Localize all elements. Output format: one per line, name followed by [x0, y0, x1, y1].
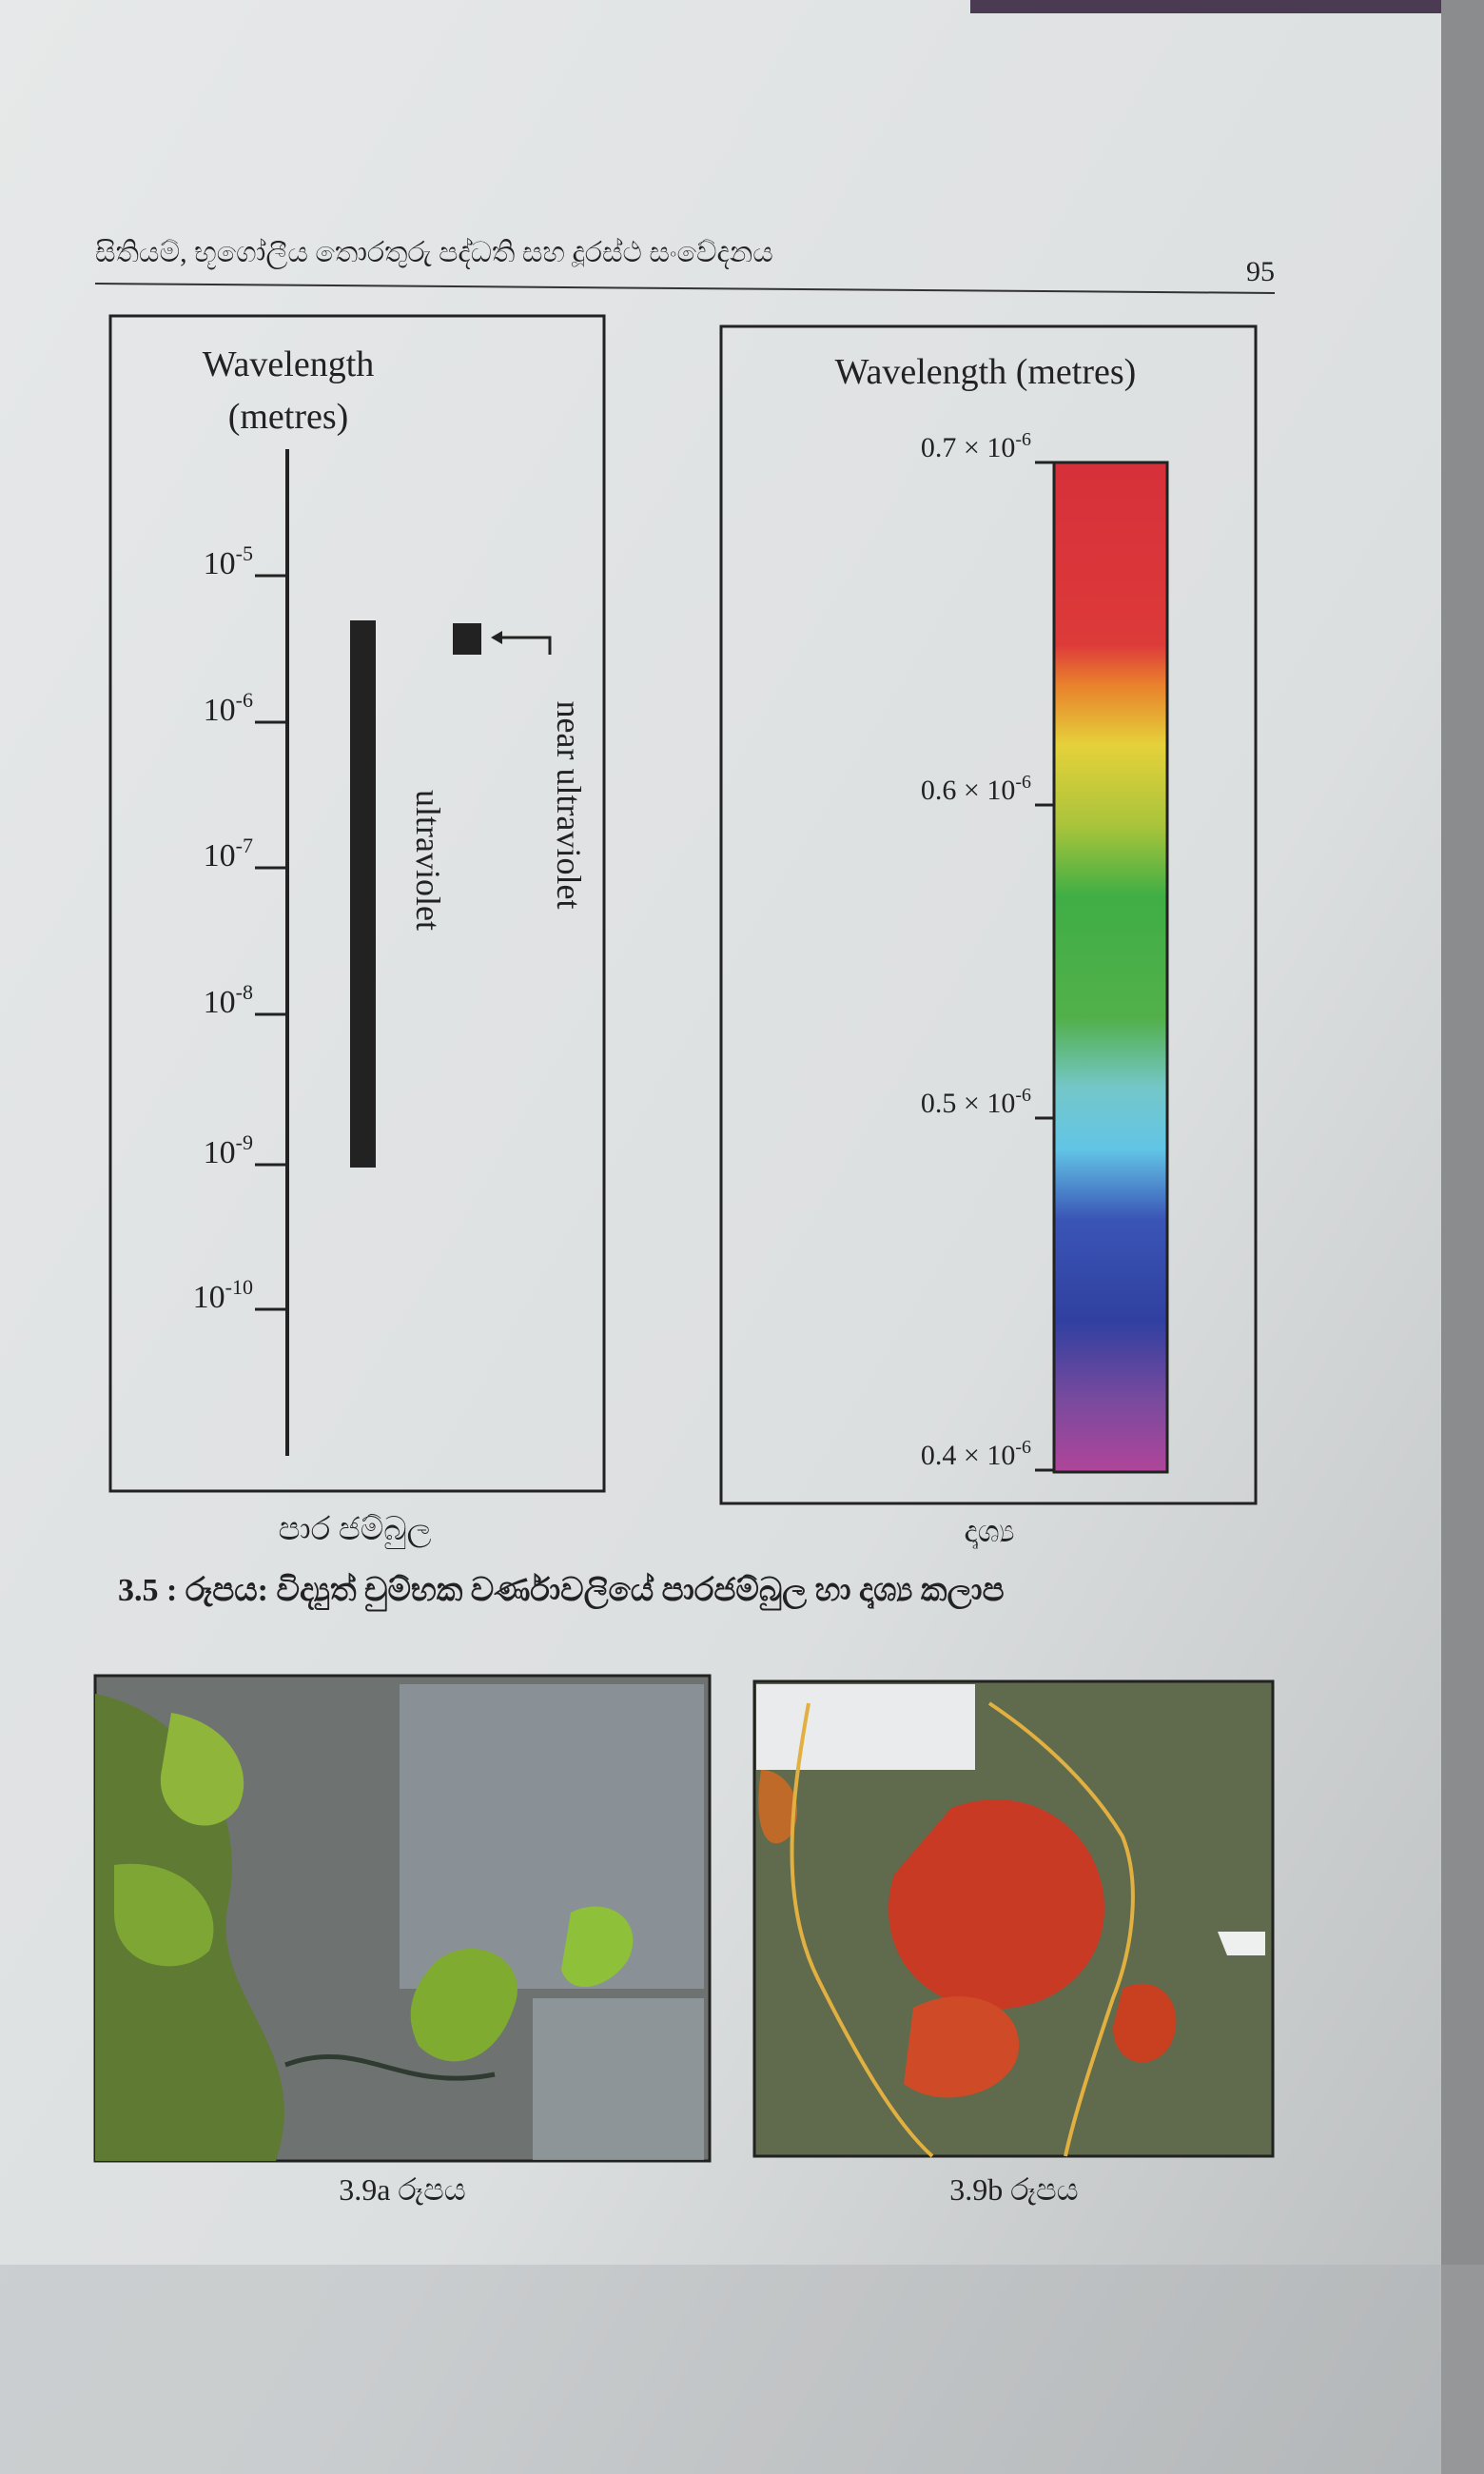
tick-exponent: -10 [225, 1275, 253, 1299]
tick-label: 0.5 × 10-6 [921, 1085, 1031, 1119]
band-label: near ultraviolet [550, 701, 588, 910]
tick-group: 0.7 × 10-60.6 × 10-60.5 × 10-60.4 × 10-6 [921, 429, 1054, 1472]
tick-base: 10 [204, 838, 236, 874]
tick-exponent: -7 [236, 834, 253, 857]
tick-exponent: -8 [236, 980, 253, 1004]
tick-exponent: -6 [1015, 429, 1031, 450]
header-rule [94, 283, 1276, 294]
tick-label: 0.7 × 10-6 [921, 429, 1031, 463]
panel-caption: පාර ජම්බුල [279, 1512, 432, 1548]
arrow [495, 636, 552, 655]
image-caption: 3.9a රූපය [339, 2172, 466, 2207]
tick-label: 0.4 × 10-6 [921, 1437, 1031, 1471]
tick-label: 10-5 [204, 541, 253, 581]
panel-frame [108, 314, 606, 1493]
near-ultraviolet-band [453, 623, 481, 655]
tick-label: 10-8 [204, 980, 253, 1020]
page-number: 95 [1246, 256, 1275, 287]
tick-base: 10 [204, 1135, 236, 1170]
running-head: සිතියම්, භූගෝලීය තොරතුරු පද්ධති සහ දූරස්… [95, 237, 773, 269]
tick-base: 10 [193, 1280, 225, 1315]
panel-title: Wavelength [203, 344, 375, 384]
tick-base: 10 [204, 546, 236, 581]
tick-mantissa: 0.5 × 10 [921, 1088, 1015, 1119]
tick-label: 10-10 [193, 1275, 253, 1315]
panel-frame [719, 324, 1258, 1505]
tick-exponent: -6 [1015, 1085, 1031, 1106]
tick-group: 10-510-610-710-810-910-10 [193, 541, 287, 1315]
shadow [0, 2265, 1484, 2474]
arrowhead [491, 631, 502, 644]
page-edge [1441, 0, 1484, 2474]
visible-spectrum [1052, 461, 1169, 1474]
panel-caption: දෘශ්‍ය [965, 1514, 1015, 1549]
tick-label: 0.6 × 10-6 [921, 772, 1031, 806]
tick-label: 10-6 [204, 688, 253, 728]
satellite-image [752, 1679, 1275, 2158]
tick-base: 10 [204, 693, 236, 728]
figure-caption: 3.5 : රූපය: විද්‍යුත් චුම්භක වර්ණාවලියේ … [118, 1571, 1005, 1612]
panel-title: (metres) [228, 397, 349, 437]
panel-title: Wavelength (metres) [835, 352, 1137, 392]
ultraviolet-band [350, 620, 376, 1168]
tick-exponent: -5 [236, 541, 253, 565]
tick-mantissa: 0.7 × 10 [921, 432, 1015, 463]
tick-label: 10-7 [204, 834, 253, 874]
tick-exponent: -9 [236, 1130, 253, 1154]
tick-base: 10 [204, 985, 236, 1020]
band-label: ultraviolet [409, 790, 447, 931]
tick-exponent: -6 [1015, 772, 1031, 793]
tick-label: 10-9 [204, 1130, 253, 1170]
tick-exponent: -6 [236, 688, 253, 712]
tick-mantissa: 0.4 × 10 [921, 1440, 1015, 1471]
image-caption: 3.9b රූපය [949, 2172, 1078, 2207]
tick-exponent: -6 [1015, 1437, 1031, 1458]
satellite-image [93, 1674, 712, 2163]
book-edge [970, 0, 1446, 13]
tick-mantissa: 0.6 × 10 [921, 775, 1015, 806]
